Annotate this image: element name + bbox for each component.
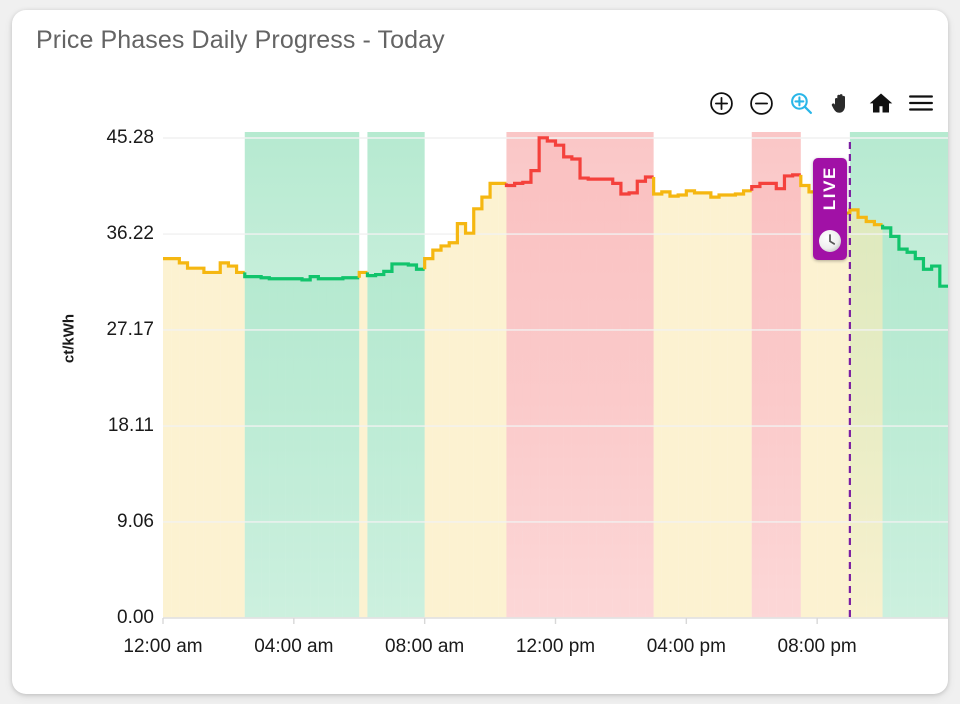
y-axis-tick-label: 45.28 <box>106 127 154 148</box>
menu-icon[interactable] <box>908 90 934 116</box>
y-axis-tick-label: 18.11 <box>107 415 154 437</box>
clock-icon <box>818 230 841 252</box>
price-line <box>163 136 948 288</box>
live-badge[interactable]: LIVE <box>812 158 847 260</box>
price-area <box>163 137 948 619</box>
live-badge-label: LIVE <box>820 166 840 211</box>
x-axis-tick-label: 04:00 pm <box>646 636 726 657</box>
chart-plot-area[interactable]: ct/kWh 0.00 9.06 18.11 27.17 36.22 45.28 12:0… <box>12 10 948 694</box>
reset-zoom-icon[interactable] <box>868 90 894 116</box>
y-axis-tick-label: 0.00 <box>117 607 154 628</box>
y-axis-tick-label: 36.22 <box>106 223 154 245</box>
zoom-in-icon[interactable] <box>708 90 734 116</box>
x-axis-tick-label: 08:00 pm <box>777 636 857 657</box>
x-axis-tick-label: 08:00 am <box>385 636 465 657</box>
chart-canvas <box>162 132 948 624</box>
selection-zoom-icon[interactable] <box>788 90 814 116</box>
x-axis-tick-label: 12:00 pm <box>515 636 596 657</box>
chart-card: Price Phases Daily Progress - Today ct/k… <box>12 10 948 694</box>
y-axis-tick-label: 9.06 <box>117 510 154 532</box>
panning-icon[interactable] <box>828 90 854 116</box>
axes <box>162 617 948 624</box>
x-axis-tick-label: 04:00 am <box>254 636 334 657</box>
page-title: Price Phases Daily Progress - Today <box>36 26 445 54</box>
y-axis-tick-labels: 0.00 9.06 18.11 27.17 36.22 45.28 <box>50 10 154 694</box>
chart-toolbar <box>708 86 934 120</box>
y-axis-tick-label: 27.17 <box>106 318 154 340</box>
x-axis-tick-label: 12:00 am <box>123 636 203 657</box>
zoom-out-icon[interactable] <box>748 90 774 116</box>
